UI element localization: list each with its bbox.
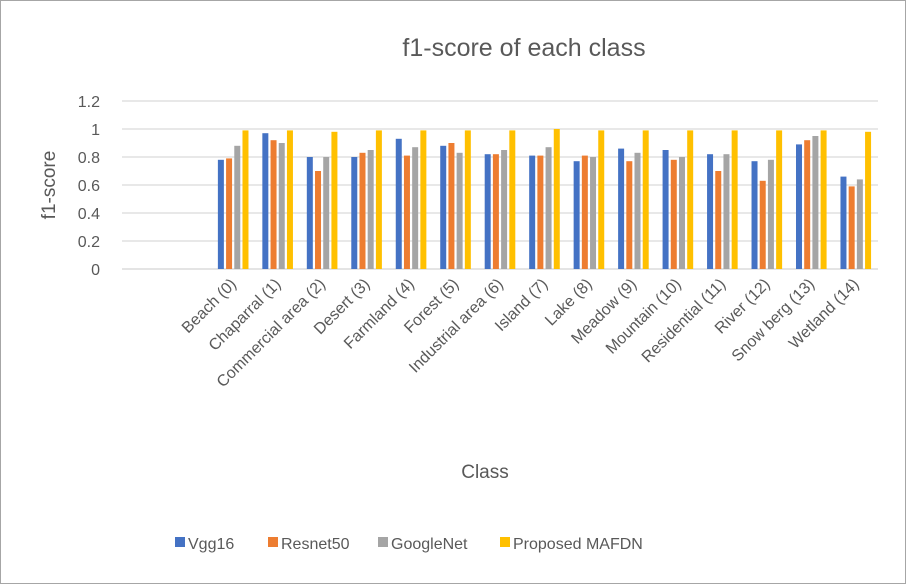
bar-proposed-mafdn bbox=[464, 130, 471, 269]
y-tick-label: 0 bbox=[91, 262, 100, 279]
bar-googlenet bbox=[856, 179, 863, 269]
bar-proposed-mafdn bbox=[642, 130, 649, 269]
legend-swatch bbox=[500, 537, 510, 547]
bar-resnet50 bbox=[759, 180, 766, 269]
bar-resnet50 bbox=[848, 186, 855, 269]
y-tick-label: 0.8 bbox=[78, 150, 100, 167]
bar-proposed-mafdn bbox=[509, 130, 516, 269]
bar-googlenet bbox=[723, 154, 730, 269]
bar-proposed-mafdn bbox=[731, 130, 738, 269]
bar-vgg16 bbox=[217, 159, 224, 269]
bar-googlenet bbox=[501, 150, 508, 269]
bar-proposed-mafdn bbox=[420, 130, 427, 269]
bar-googlenet bbox=[323, 157, 330, 269]
bar-googlenet bbox=[367, 150, 374, 269]
bar-vgg16 bbox=[306, 157, 313, 269]
bar-vgg16 bbox=[662, 150, 669, 269]
bar-googlenet bbox=[456, 152, 463, 269]
bar-vgg16 bbox=[840, 176, 847, 269]
bar-vgg16 bbox=[529, 155, 536, 269]
bar-googlenet bbox=[678, 157, 685, 269]
y-axis-title: f1-score bbox=[39, 151, 60, 220]
y-tick-label: 0.2 bbox=[78, 234, 100, 251]
bar-proposed-mafdn bbox=[331, 131, 338, 269]
bar-vgg16 bbox=[440, 145, 447, 269]
y-tick-label: 0.4 bbox=[78, 206, 100, 223]
bars bbox=[217, 129, 872, 269]
x-axis-ticks: Beach (0)Chaparral (1)Commercial area (2… bbox=[179, 276, 863, 391]
bar-vgg16 bbox=[262, 133, 269, 269]
bar-proposed-mafdn bbox=[820, 130, 827, 269]
bar-googlenet bbox=[545, 147, 552, 269]
bar-resnet50 bbox=[226, 158, 233, 269]
legend-label: Resnet50 bbox=[281, 536, 350, 553]
y-tick-label: 1 bbox=[91, 122, 100, 139]
bar-vgg16 bbox=[618, 148, 625, 269]
bar-googlenet bbox=[634, 152, 641, 269]
bar-googlenet bbox=[278, 143, 285, 269]
bar-vgg16 bbox=[707, 154, 714, 269]
bar-proposed-mafdn bbox=[865, 131, 872, 269]
bar-vgg16 bbox=[395, 138, 402, 269]
bar-resnet50 bbox=[448, 143, 455, 269]
bar-resnet50 bbox=[626, 161, 633, 269]
chart-title: f1-score of each class bbox=[402, 34, 645, 62]
y-tick-label: 0.6 bbox=[78, 178, 100, 195]
bar-googlenet bbox=[412, 147, 419, 269]
y-tick-label: 1.2 bbox=[78, 94, 100, 111]
bar-resnet50 bbox=[359, 152, 366, 269]
bar-proposed-mafdn bbox=[286, 130, 293, 269]
bar-vgg16 bbox=[795, 144, 802, 269]
legend-swatch bbox=[175, 537, 185, 547]
bar-googlenet bbox=[812, 136, 819, 269]
legend: Vgg16 Resnet50 GoogleNet Proposed MAFDN bbox=[175, 536, 643, 553]
bar-resnet50 bbox=[537, 155, 544, 269]
legend-swatch bbox=[378, 537, 388, 547]
bar-proposed-mafdn bbox=[598, 130, 605, 269]
bar-proposed-mafdn bbox=[776, 130, 783, 269]
legend-label: Vgg16 bbox=[188, 536, 234, 553]
bar-googlenet bbox=[234, 145, 241, 269]
legend-label: Proposed MAFDN bbox=[513, 536, 643, 553]
bar-resnet50 bbox=[403, 155, 410, 269]
bar-resnet50 bbox=[715, 171, 722, 269]
legend-swatch bbox=[268, 537, 278, 547]
bar-proposed-mafdn bbox=[553, 129, 560, 269]
bar-resnet50 bbox=[492, 154, 499, 269]
bar-proposed-mafdn bbox=[375, 130, 382, 269]
bar-resnet50 bbox=[315, 171, 322, 269]
bar-googlenet bbox=[590, 157, 597, 269]
bar-googlenet bbox=[767, 159, 774, 269]
bar-resnet50 bbox=[804, 140, 811, 269]
x-axis-title: Class bbox=[461, 462, 509, 483]
bar-resnet50 bbox=[270, 140, 277, 269]
bar-vgg16 bbox=[351, 157, 358, 269]
bar-vgg16 bbox=[751, 161, 758, 269]
bar-vgg16 bbox=[484, 154, 491, 269]
bar-proposed-mafdn bbox=[242, 130, 249, 269]
bar-resnet50 bbox=[581, 155, 588, 269]
y-axis-ticks: 0 0.2 0.4 0.6 0.8 1 1.2 bbox=[78, 94, 100, 279]
bar-resnet50 bbox=[670, 159, 677, 269]
bar-proposed-mafdn bbox=[687, 130, 694, 269]
legend-label: GoogleNet bbox=[391, 536, 468, 553]
bar-vgg16 bbox=[573, 161, 580, 269]
